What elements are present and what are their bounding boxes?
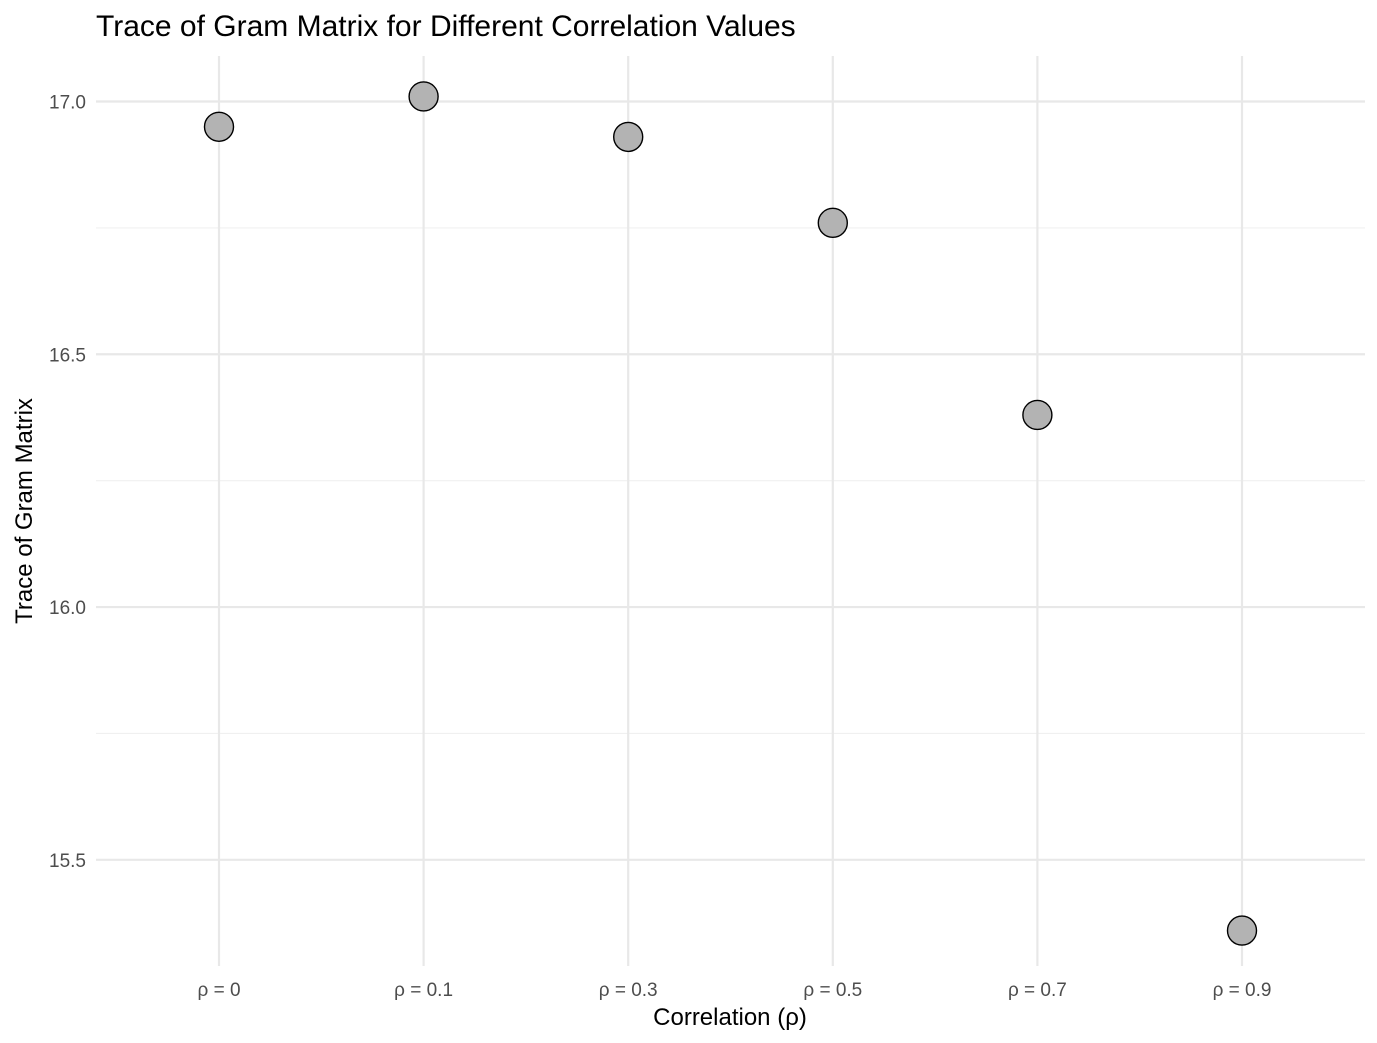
x-tick-label: ρ = 0.1 bbox=[394, 980, 453, 1001]
data-points bbox=[203, 81, 1258, 946]
data-point bbox=[408, 81, 439, 112]
y-axis-ticks: 15.5 16.0 16.5 17.0 bbox=[49, 93, 86, 872]
x-tick-label: ρ = 0.5 bbox=[803, 980, 862, 1001]
chart-title: Trace of Gram Matrix for Different Corre… bbox=[96, 10, 796, 43]
data-point bbox=[613, 121, 644, 153]
grid bbox=[96, 56, 1365, 966]
x-axis-ticks: ρ = 0 ρ = 0.1 ρ = 0.3 ρ = 0.5 ρ = 0.7 ρ = 0.9 bbox=[197, 980, 1271, 1001]
x-tick-label: ρ = 0.7 bbox=[1008, 980, 1067, 1001]
data-point bbox=[203, 111, 235, 142]
y-tick-label: 15.5 bbox=[49, 851, 86, 872]
y-axis-title: Trace of Gram Matrix bbox=[11, 398, 38, 624]
data-point bbox=[1022, 399, 1053, 431]
x-tick-label: ρ = 0.9 bbox=[1213, 980, 1272, 1001]
y-tick-label: 16.5 bbox=[49, 345, 86, 366]
x-tick-label: ρ = 0 bbox=[197, 980, 240, 1001]
x-axis-title: Correlation (ρ) bbox=[653, 1004, 807, 1031]
data-point bbox=[1226, 915, 1258, 946]
x-tick-label: ρ = 0.3 bbox=[599, 980, 658, 1001]
data-point bbox=[817, 207, 848, 239]
y-tick-label: 17.0 bbox=[49, 93, 86, 114]
y-tick-label: 16.0 bbox=[49, 598, 86, 619]
